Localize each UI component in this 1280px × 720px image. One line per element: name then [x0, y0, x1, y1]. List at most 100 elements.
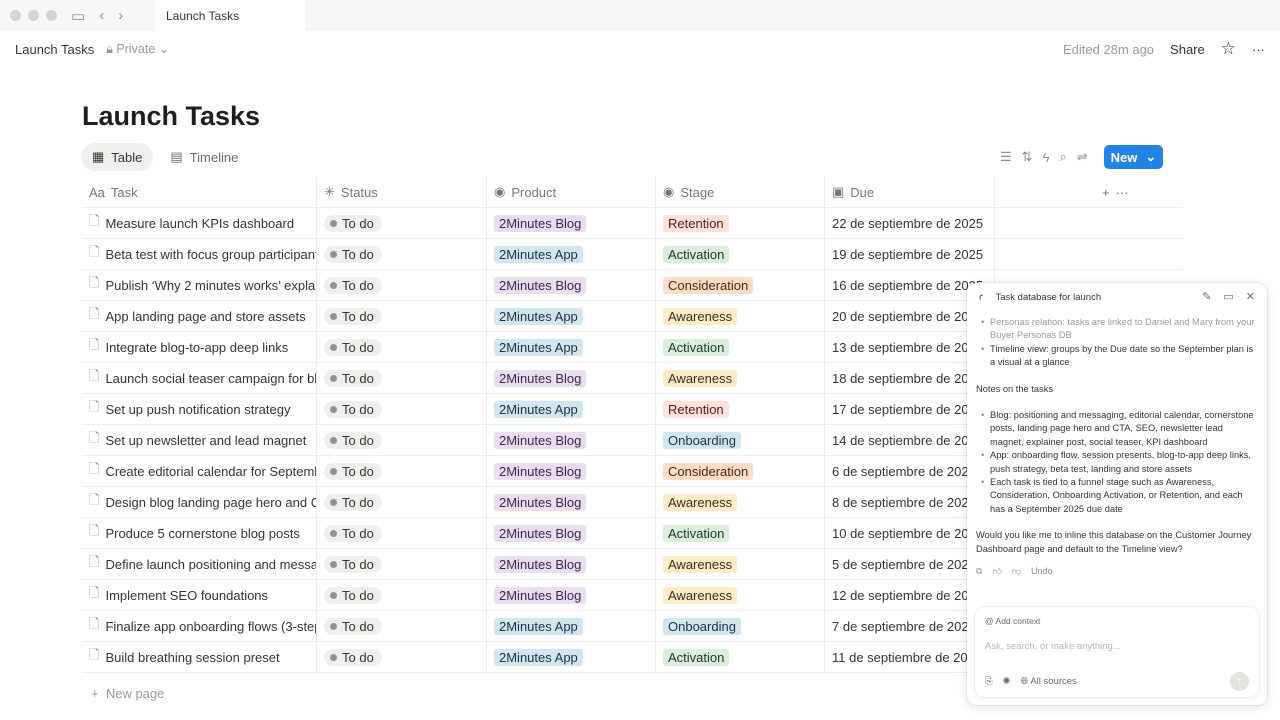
- product-cell[interactable]: 2Minutes Blog: [487, 487, 656, 517]
- product-cell[interactable]: 2Minutes App: [487, 301, 656, 331]
- product-cell[interactable]: 2Minutes App: [487, 611, 656, 641]
- table-row[interactable]: 🗋︎ Set up push notification strategy To d…: [82, 394, 1183, 425]
- add-context-button[interactable]: @ Add context: [985, 616, 1041, 626]
- new-button[interactable]: New ⌄: [1103, 145, 1164, 169]
- attach-icon[interactable]: ⎘: [985, 675, 993, 687]
- breadcrumb[interactable]: Launch Tasks: [15, 41, 95, 57]
- send-button[interactable]: ↑: [1230, 671, 1249, 691]
- status-cell[interactable]: To do: [317, 332, 487, 362]
- column-header-stage[interactable]: ◉ Stage: [656, 177, 825, 207]
- column-header-due[interactable]: ▣ Due: [825, 177, 995, 207]
- product-cell[interactable]: 2Minutes Blog: [487, 580, 656, 610]
- copy-icon[interactable]: ⧉: [976, 566, 983, 577]
- stage-cell[interactable]: Onboarding: [656, 611, 825, 641]
- new-page-button[interactable]: + New page: [91, 686, 165, 701]
- stage-cell[interactable]: Awareness: [656, 580, 825, 610]
- tab-table[interactable]: ▦ Table: [81, 143, 154, 171]
- status-cell[interactable]: To do: [317, 363, 487, 393]
- task-cell[interactable]: 🗋︎Define launch positioning and messagin…: [82, 549, 317, 579]
- star-icon[interactable]: ☆: [1220, 39, 1236, 58]
- product-cell[interactable]: 2Minutes Blog: [487, 270, 656, 300]
- browser-tab[interactable]: Launch Tasks: [155, 0, 305, 31]
- product-cell[interactable]: 2Minutes App: [487, 642, 656, 672]
- task-cell[interactable]: 🗋︎ Beta test with focus group participant…: [82, 239, 317, 269]
- stage-cell[interactable]: Retention: [656, 394, 825, 424]
- task-cell[interactable]: 🗋︎ Finalize app onboarding flows (3-step): [82, 611, 317, 641]
- due-cell[interactable]: 19 de septiembre de 2025: [825, 239, 995, 269]
- task-cell[interactable]: 🗋︎ Create editorial calendar for Septembe…: [82, 456, 317, 486]
- task-cell[interactable]: 🗋︎ Implement SEO foundations: [82, 580, 317, 610]
- task-cell[interactable]: 🗋︎ Measure launch KPIs dashboard: [82, 208, 317, 238]
- more-icon[interactable]: ···: [1252, 41, 1265, 57]
- product-cell[interactable]: 2Minutes App: [487, 332, 656, 362]
- table-row[interactable]: 🗋︎ Integrate blog-to-app deep links To do…: [82, 332, 1183, 363]
- stage-cell[interactable]: Retention: [656, 208, 825, 238]
- model-icon[interactable]: ✺: [1002, 675, 1011, 687]
- stage-cell[interactable]: Consideration: [656, 270, 825, 300]
- more-icon[interactable]: ···: [1115, 184, 1129, 200]
- status-cell[interactable]: To do: [317, 208, 487, 238]
- task-cell[interactable]: 🗋︎ Set up newsletter and lead magnet: [82, 425, 317, 455]
- sidebar-toggle-icon[interactable]: ▭: [71, 7, 86, 25]
- column-header-status[interactable]: ✳︎ Status: [317, 177, 487, 207]
- status-cell[interactable]: To do: [317, 301, 487, 331]
- stage-cell[interactable]: Awareness: [656, 363, 825, 393]
- column-header-task[interactable]: Aa Task: [82, 177, 317, 207]
- product-cell[interactable]: 2Minutes Blog: [487, 363, 656, 393]
- task-cell[interactable]: 🗋︎ Integrate blog-to-app deep links: [82, 332, 317, 362]
- add-column-icon[interactable]: +: [1102, 184, 1110, 200]
- status-cell[interactable]: To do: [317, 456, 487, 486]
- product-cell[interactable]: 2Minutes Blog: [487, 456, 656, 486]
- chat-title[interactable]: Task database for launch: [995, 292, 1102, 304]
- status-cell[interactable]: To do: [317, 611, 487, 641]
- task-cell[interactable]: 🗋︎ Produce 5 cornerstone blog posts: [82, 518, 317, 548]
- settings-icon[interactable]: ⇌: [1076, 149, 1088, 164]
- table-row[interactable]: 🗋︎ Measure launch KPIs dashboard To do 2M…: [82, 208, 1183, 239]
- status-cell[interactable]: To do: [317, 239, 487, 269]
- thumbs-down-icon[interactable]: 👎︎: [1011, 566, 1021, 577]
- table-row[interactable]: 🗋︎ Produce 5 cornerstone blog posts To do…: [82, 518, 1183, 549]
- table-row[interactable]: 🗋︎ Launch social teaser campaign for blog…: [82, 363, 1183, 394]
- status-cell[interactable]: To do: [317, 425, 487, 455]
- table-row[interactable]: 🗋︎ Beta test with focus group participant…: [82, 239, 1183, 270]
- share-button[interactable]: Share: [1170, 41, 1205, 57]
- stage-cell[interactable]: Awareness: [656, 549, 825, 579]
- back-icon[interactable]: ‹: [99, 7, 105, 24]
- table-row[interactable]: 🗋︎ Build breathing session preset To do 2…: [82, 642, 1183, 673]
- stage-cell[interactable]: Consideration: [656, 456, 825, 486]
- chat-input[interactable]: Ask, search, or make anything...: [985, 641, 1121, 653]
- stage-cell[interactable]: Awareness: [656, 301, 825, 331]
- table-row[interactable]: 🗋︎ Finalize app onboarding flows (3-step)…: [82, 611, 1183, 642]
- undo-button[interactable]: Undo: [1030, 566, 1053, 577]
- privacy-menu[interactable]: 🔒︎ Private ⌄: [106, 42, 170, 56]
- thumbs-up-icon[interactable]: 👍︎: [992, 566, 1002, 577]
- stage-cell[interactable]: Onboarding: [656, 425, 825, 455]
- product-cell[interactable]: 2Minutes Blog: [487, 425, 656, 455]
- task-cell[interactable]: 🗋︎ Set up push notification strategy: [82, 394, 317, 424]
- product-cell[interactable]: 2Minutes App: [487, 394, 656, 424]
- column-header-product[interactable]: ◉ Product: [487, 177, 656, 207]
- table-row[interactable]: 🗋︎ Design blog landing page hero and CTA …: [82, 487, 1183, 518]
- table-row[interactable]: 🗋︎ Implement SEO foundations To do 2Minut…: [82, 580, 1183, 611]
- status-cell[interactable]: To do: [317, 580, 487, 610]
- status-cell[interactable]: To do: [317, 487, 487, 517]
- chevron-down-icon[interactable]: ⌄: [1145, 149, 1157, 164]
- due-cell[interactable]: 22 de septiembre de 2025: [825, 208, 995, 238]
- close-icon[interactable]: ✕: [1245, 291, 1255, 304]
- search-icon[interactable]: ⌕: [1059, 149, 1067, 164]
- status-cell[interactable]: To do: [317, 518, 487, 548]
- task-cell[interactable]: 🗋︎ App landing page and store assets: [82, 301, 317, 331]
- tab-timeline[interactable]: ▤ Timeline: [170, 149, 239, 165]
- task-cell[interactable]: 🗋︎ Design blog landing page hero and CTA: [82, 487, 317, 517]
- stage-cell[interactable]: Activation: [656, 518, 825, 548]
- table-row[interactable]: 🗋︎ App landing page and store assets To d…: [82, 301, 1183, 332]
- table-row[interactable]: 🗋︎ Create editorial calendar for Septembe…: [82, 456, 1183, 487]
- status-cell[interactable]: To do: [317, 642, 487, 672]
- task-cell[interactable]: 🗋︎ Publish ‘Why 2 minutes works’ explaine…: [82, 270, 317, 300]
- product-cell[interactable]: 2Minutes Blog: [487, 208, 656, 238]
- product-cell[interactable]: 2Minutes Blog: [487, 518, 656, 548]
- stage-cell[interactable]: Activation: [656, 239, 825, 269]
- status-cell[interactable]: To do: [317, 270, 487, 300]
- table-row[interactable]: 🗋︎ Set up newsletter and lead magnet To d…: [82, 425, 1183, 456]
- sources-button[interactable]: 🌐︎ All sources: [1020, 675, 1077, 687]
